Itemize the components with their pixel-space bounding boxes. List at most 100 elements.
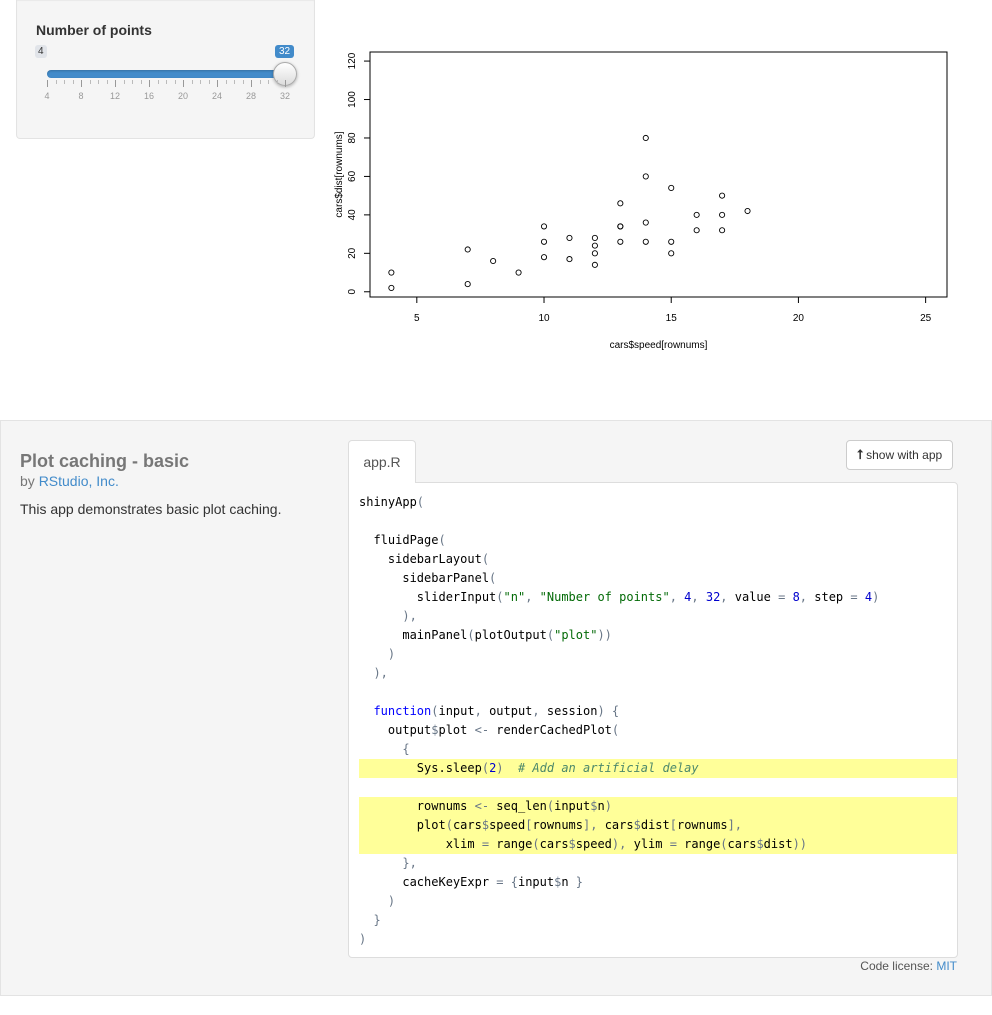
x-axis-label: cars$speed[rownums] <box>610 340 708 351</box>
y-tick-label: 0 <box>347 289 358 295</box>
code-line <box>359 512 957 531</box>
data-point <box>388 269 395 276</box>
slider-tick-label: 16 <box>143 91 155 101</box>
data-point <box>744 207 751 215</box>
code-token: , <box>532 704 547 718</box>
slider-major-tick <box>81 80 82 87</box>
code-token: } <box>575 875 584 889</box>
code-panel: shinyApp( fluidPage( sidebarLayout( side… <box>348 482 958 958</box>
code-token: ( <box>720 837 728 851</box>
tab-app-r[interactable]: app.R <box>348 440 416 483</box>
slider-minor-tick <box>55 80 57 84</box>
slider-major-tick <box>115 80 116 87</box>
code-token: ( <box>481 761 490 775</box>
author-link[interactable]: RStudio, Inc. <box>38 473 119 489</box>
data-point <box>668 184 675 192</box>
code-token: step <box>814 590 851 604</box>
code-line: sidebarPanel( <box>359 569 957 588</box>
data-point <box>693 211 700 218</box>
code-token: , <box>525 590 540 604</box>
code-token: ( <box>611 723 620 737</box>
code-token: ), <box>359 609 417 623</box>
arrow-up-icon: ⭡ <box>857 447 864 462</box>
license-link[interactable]: MIT <box>936 959 957 973</box>
code-token: ( <box>416 495 425 509</box>
code-token: # Add an artificial delay <box>517 761 699 775</box>
x-tick-label: 5 <box>414 313 420 324</box>
slider-major-tick <box>149 80 150 87</box>
code-token: range <box>684 837 721 851</box>
code-token: sidebarPanel <box>359 571 490 585</box>
code-token: ) <box>604 799 612 813</box>
slider-tick-label: 32 <box>279 91 291 101</box>
x-tick-label: 15 <box>666 313 678 324</box>
slider-tick-label: 24 <box>211 91 223 101</box>
code-token: speed <box>489 818 526 832</box>
slider-minor-tick <box>132 80 133 84</box>
code-token: "plot" <box>554 628 598 642</box>
slider-track[interactable] <box>47 70 285 78</box>
y-axis-label: cars$dist[rownums] <box>334 131 345 217</box>
code-token: cars <box>727 837 757 851</box>
code-token: $ <box>431 723 439 737</box>
code-token: ( <box>546 628 555 642</box>
code-token: speed <box>575 837 612 851</box>
code-token: Sys.sleep <box>359 761 482 775</box>
slider-tick-label: 28 <box>245 91 257 101</box>
slider-minor-tick <box>174 80 176 84</box>
data-point <box>566 256 573 263</box>
code-line-highlighted: xlim = range(cars$speed), ylim = range(c… <box>359 835 957 854</box>
code-line-highlighted: Sys.sleep(2) # Add an artificial delay <box>359 759 957 778</box>
code-token: input <box>517 875 555 889</box>
slider-value-badge: 32 <box>275 45 295 58</box>
data-point <box>540 254 548 261</box>
code-token: )) <box>597 628 612 642</box>
app-description: This app demonstrates basic plot caching… <box>20 501 282 517</box>
data-point <box>617 238 624 245</box>
code-token: , <box>799 590 815 604</box>
code-line: fluidPage( <box>359 531 957 550</box>
code-token: input <box>438 704 475 718</box>
code-token: , <box>720 590 735 604</box>
code-token: xlim <box>359 837 482 851</box>
slider-minor-tick <box>225 80 227 84</box>
data-point <box>617 200 624 207</box>
slider-minor-tick <box>64 80 65 84</box>
slider-minor-tick <box>157 80 159 84</box>
data-point <box>642 134 649 142</box>
code-token: dist <box>640 818 670 832</box>
code-line: { <box>359 740 957 759</box>
slider-tick-label: 20 <box>177 91 189 101</box>
data-point <box>540 238 548 245</box>
code-token: shinyApp <box>359 495 417 509</box>
data-point <box>591 234 598 241</box>
y-tick-label: 100 <box>347 91 358 108</box>
y-tick-label: 40 <box>347 209 358 221</box>
slider-minor-tick <box>72 80 74 84</box>
code-token: ( <box>489 571 497 585</box>
data-point <box>642 219 649 226</box>
slider-major-tick <box>183 80 184 87</box>
license-prefix: Code license: <box>860 959 937 973</box>
show-with-app-label: show with app <box>866 448 943 462</box>
show-with-app-button[interactable]: ⭡ show with app <box>846 440 954 470</box>
y-tick-label: 20 <box>347 247 358 259</box>
y-tick-label: 120 <box>347 52 358 69</box>
data-point <box>540 223 548 230</box>
slider-minor-tick <box>259 80 261 84</box>
code-token: ) <box>359 894 396 908</box>
data-point <box>490 257 497 265</box>
byline: by RStudio, Inc. <box>20 473 119 489</box>
code-line: sidebarLayout( <box>359 550 957 569</box>
scatter-plot: 5 10 15 20 25 0 20 40 60 80 100 120 cars$speed[rownu… <box>334 51 948 351</box>
y-tick-label: 60 <box>347 170 358 182</box>
data-point <box>464 246 471 253</box>
slider-minor-tick <box>276 80 278 84</box>
code-token: = { <box>496 875 518 889</box>
code-token: ), <box>611 837 634 851</box>
code-token: dist <box>763 837 793 851</box>
code-token: ( <box>431 704 439 718</box>
data-point <box>591 261 598 268</box>
code-token: <- <box>474 723 497 737</box>
code-token: }, <box>359 856 417 870</box>
